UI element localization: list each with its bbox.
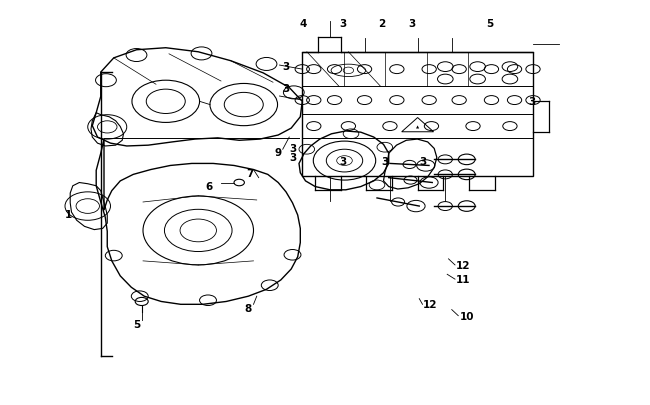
Text: 3: 3 [419, 157, 426, 167]
Text: 4: 4 [299, 19, 307, 28]
Text: 3: 3 [282, 62, 290, 72]
Text: 3: 3 [289, 144, 296, 153]
Text: 9: 9 [275, 148, 281, 158]
Text: 6: 6 [205, 181, 213, 191]
Text: 1: 1 [64, 210, 72, 220]
Text: 10: 10 [460, 311, 474, 321]
Text: 12: 12 [423, 300, 437, 309]
Text: 3: 3 [289, 153, 296, 163]
Text: 3: 3 [339, 157, 346, 167]
Text: 3: 3 [381, 157, 389, 167]
Text: 7: 7 [246, 168, 254, 178]
Text: 3: 3 [528, 97, 536, 107]
Text: 3: 3 [339, 19, 346, 28]
Text: 11: 11 [456, 275, 470, 284]
Text: 12: 12 [456, 260, 470, 270]
Text: 8: 8 [244, 304, 252, 313]
Text: 3: 3 [408, 19, 415, 28]
Text: ▲: ▲ [416, 126, 419, 130]
Text: 5: 5 [133, 319, 140, 329]
Text: 5: 5 [486, 19, 493, 28]
Text: 2: 2 [378, 19, 385, 28]
Text: 3: 3 [282, 84, 290, 94]
